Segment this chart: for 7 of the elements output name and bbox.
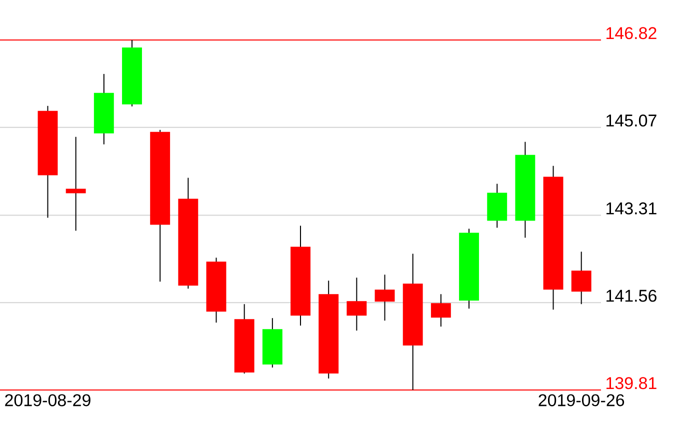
x-tick-label: 2019-09-26 bbox=[538, 394, 624, 406]
y-tick-label: 143.31 bbox=[606, 202, 656, 214]
y-tick-label: 145.07 bbox=[606, 114, 656, 127]
x-tick-label: 2019-08-29 bbox=[5, 394, 90, 406]
y-tick-label: 141.56 bbox=[606, 290, 656, 302]
ref-line-label: 146.82 bbox=[606, 27, 656, 40]
y-tick-label: 139.81 bbox=[606, 377, 656, 390]
